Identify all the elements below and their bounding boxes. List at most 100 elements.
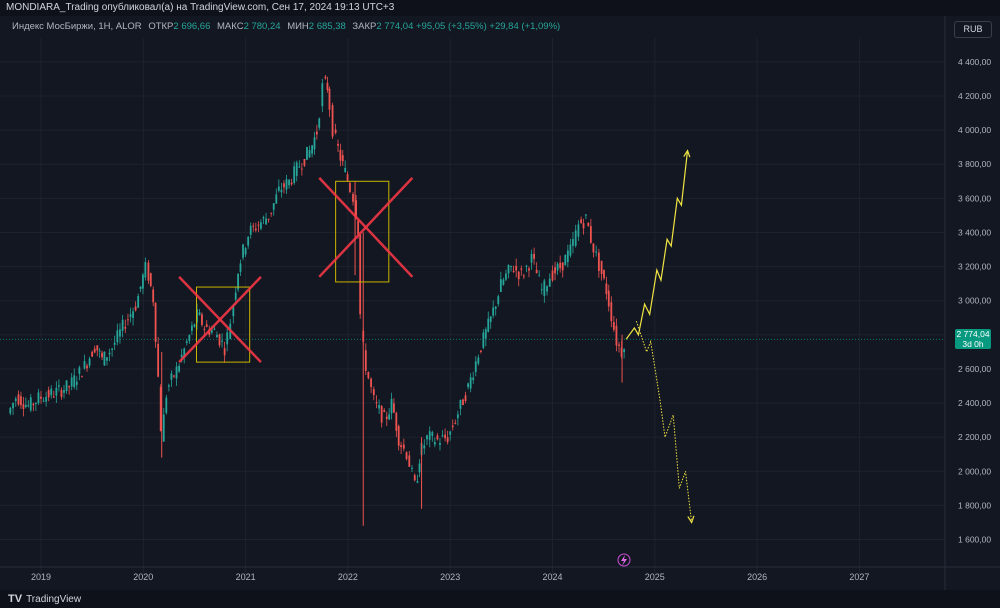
candle-body [129,314,132,317]
cross-line-b [318,177,414,278]
candle-body [237,273,239,290]
x-tick-label: 2026 [747,572,767,582]
candle-body [620,347,623,357]
annotation-box [195,286,251,363]
y-tick-label: 4 400,00 [958,57,991,67]
candle-body [364,350,367,371]
candle-body [546,286,548,292]
candle-body [70,377,73,387]
candle-body [344,168,347,172]
x-tick-label: 2027 [849,572,869,582]
candle-body [27,405,30,407]
candle-body [383,410,386,412]
y-tick-label: 3 000,00 [958,296,991,306]
candle-body [175,366,178,379]
candle-body [607,290,610,307]
y-tick-label: 2 400,00 [958,398,991,408]
cross-line-b [178,275,262,363]
candle-body [456,414,459,419]
tradingview-logo-icon[interactable]: TV [8,593,23,605]
candle-body [34,402,37,404]
candle-body [313,137,316,150]
candle-body [502,279,505,285]
candle-body [494,306,497,309]
y-tick-label: 1 600,00 [958,535,991,545]
candle-body [242,244,244,258]
candle-body [116,330,119,343]
candle-body [572,239,574,246]
candle-body [489,316,492,323]
candle-body [525,265,528,267]
candle-body [221,340,223,342]
candle-body [58,385,60,387]
candle-body [543,280,546,296]
candle-body [272,203,275,210]
candle-body [444,434,446,439]
candle-body [331,105,334,137]
currency-button[interactable]: RUB [954,21,992,38]
candle-body [298,166,301,168]
candle-body [55,387,58,396]
candle-body [446,437,449,443]
symbol-name[interactable]: Индекс МосБиржи, 1Н, ALOR [12,21,142,32]
candle-body [592,243,595,253]
candle-body [564,255,567,266]
candle-body [459,399,462,409]
candle-body [367,371,370,379]
candle-body [441,435,444,437]
candle-body [75,381,78,385]
candle-body [139,286,142,289]
candle-body [193,324,196,327]
candle-body [528,268,530,271]
candle-body [548,278,551,287]
candle-body [283,183,285,188]
candle-body [574,230,577,246]
candle-body [167,385,170,387]
candle-body [577,224,580,237]
candle-body [357,220,360,235]
candle-body [247,236,250,246]
x-tick-label: 2020 [133,572,153,582]
candle-body [499,279,502,293]
candle-body [426,435,428,440]
candle-body [47,389,50,398]
candle-body [390,398,393,414]
high-value: 2 780,24 [243,21,281,32]
candle-body [260,222,262,229]
candle-body [173,375,175,377]
candle-body [388,414,391,420]
footer-brand[interactable]: TradingView [26,594,82,605]
y-tick-label: 2 000,00 [958,466,991,476]
candle-body [477,357,480,364]
change-value: +95,05 (+3,55%) [416,21,487,32]
candle-body [530,254,533,263]
candle-body [321,83,324,107]
publisher-header: MONDIARA_Trading опубликовал(а) на Tradi… [0,0,1000,16]
candle-body [188,335,191,341]
candle-body [154,302,157,343]
candle-body [218,334,221,346]
candle-body [106,357,108,361]
candle-body [580,219,583,224]
candle-body [121,319,124,331]
candle-body [40,396,42,399]
candle-body [464,395,467,401]
x-tick-label: 2019 [31,572,51,582]
candle-body [29,397,32,411]
candle-body [587,222,590,227]
low-label: МИН [287,21,309,32]
candle-body [349,182,351,192]
candle-body [81,376,83,378]
y-tick-label: 2 600,00 [958,364,991,374]
candle-body [152,289,155,303]
candle-body [37,392,40,404]
candle-body [42,400,45,402]
candle-body [205,324,208,327]
open-label: ОТКР [148,21,174,32]
candle-body [45,396,48,402]
close-label: ЗАКР [352,21,377,32]
candle-body [615,325,618,346]
candle-body [482,332,485,348]
y-tick-label: 4 000,00 [958,125,991,135]
